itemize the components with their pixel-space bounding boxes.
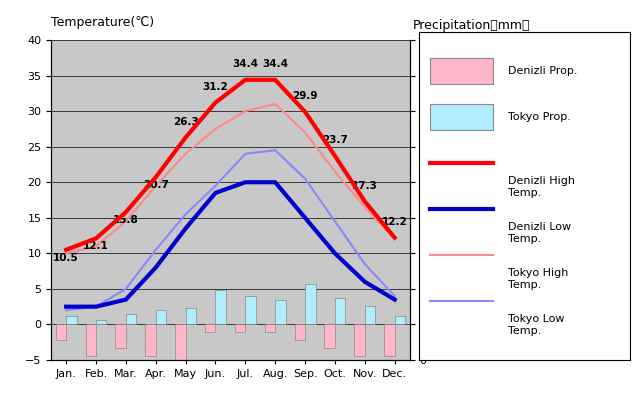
Bar bbox=[365, 306, 375, 324]
Bar bbox=[245, 296, 256, 324]
Bar bbox=[235, 324, 245, 332]
Text: 31.2: 31.2 bbox=[203, 82, 228, 92]
Text: 23.7: 23.7 bbox=[322, 135, 348, 145]
Text: Tokyo Prop.: Tokyo Prop. bbox=[508, 112, 571, 122]
Text: 12.2: 12.2 bbox=[382, 217, 408, 227]
Bar bbox=[115, 324, 126, 348]
Bar bbox=[96, 320, 106, 324]
Text: Denizli Low
Temp.: Denizli Low Temp. bbox=[508, 222, 571, 244]
Text: 12.1: 12.1 bbox=[83, 241, 109, 251]
Bar bbox=[156, 310, 166, 324]
Bar bbox=[384, 324, 395, 356]
Bar bbox=[56, 324, 66, 340]
Text: 17.3: 17.3 bbox=[352, 181, 378, 191]
Text: Denizli High
Temp.: Denizli High Temp. bbox=[508, 176, 575, 198]
Bar bbox=[324, 324, 335, 348]
Bar bbox=[275, 300, 285, 324]
Text: Precipitation（mm）: Precipitation（mm） bbox=[413, 19, 531, 32]
FancyBboxPatch shape bbox=[430, 58, 493, 84]
Text: 20.7: 20.7 bbox=[143, 180, 169, 190]
Text: 34.4: 34.4 bbox=[262, 59, 288, 69]
Bar bbox=[126, 314, 136, 324]
Bar bbox=[186, 308, 196, 324]
Bar bbox=[86, 324, 96, 356]
Text: Denizli Prop.: Denizli Prop. bbox=[508, 66, 577, 76]
Text: Tokyo High
Temp.: Tokyo High Temp. bbox=[508, 268, 568, 290]
Text: 34.4: 34.4 bbox=[232, 59, 259, 69]
Bar bbox=[305, 284, 316, 324]
Text: Temperature(℃): Temperature(℃) bbox=[51, 16, 154, 29]
Bar bbox=[355, 324, 365, 356]
FancyBboxPatch shape bbox=[430, 104, 493, 130]
Text: 29.9: 29.9 bbox=[292, 91, 318, 101]
Text: 10.5: 10.5 bbox=[53, 252, 79, 262]
Bar bbox=[294, 324, 305, 340]
Text: 26.3: 26.3 bbox=[173, 117, 198, 127]
Bar bbox=[205, 324, 216, 332]
Bar bbox=[175, 324, 186, 364]
Bar bbox=[265, 324, 275, 332]
Bar bbox=[335, 298, 346, 324]
Text: 15.8: 15.8 bbox=[113, 215, 139, 225]
Text: Tokyo Low
Temp.: Tokyo Low Temp. bbox=[508, 314, 564, 336]
Bar bbox=[66, 316, 77, 324]
Bar bbox=[395, 316, 405, 324]
Bar bbox=[145, 324, 156, 356]
Bar bbox=[216, 290, 226, 324]
